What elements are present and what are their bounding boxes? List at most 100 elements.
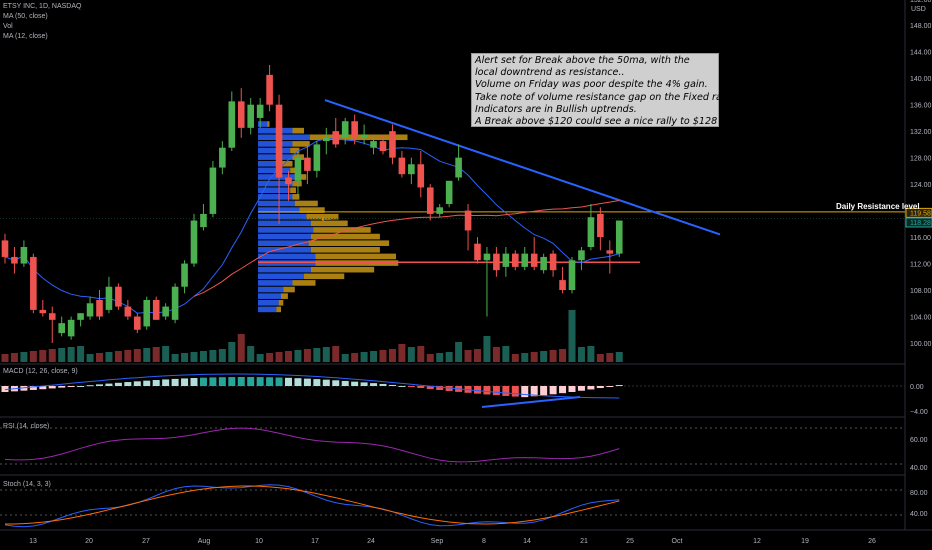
candle-body [48, 313, 56, 320]
macd-histogram-bar [388, 384, 396, 386]
macd-histogram-bar [162, 379, 170, 386]
price-axis: 100.00104.00108.00112.00116.00120.00124.… [905, 0, 932, 518]
volume-bar [388, 349, 396, 362]
macd-histogram-bar [247, 377, 255, 386]
macd-histogram-bar [77, 386, 85, 387]
candle-body [11, 256, 18, 264]
macd-histogram-bar [29, 386, 37, 390]
stoch-d-line [5, 485, 620, 525]
volume-bar [181, 353, 189, 362]
candle-body [256, 104, 264, 118]
vp-sell-bar [310, 233, 380, 240]
time-tick-label: Oct [672, 538, 683, 545]
note-line: Indicators are in Bullish uptrends. [475, 103, 637, 115]
price-tick-label: 136.00 [910, 103, 932, 110]
macd-histogram-bar [426, 386, 434, 389]
price-tick-label: 144.00 [910, 50, 932, 57]
vp-sell-bar [290, 187, 296, 194]
vp-sell-bar [310, 266, 375, 273]
rsi-pane [0, 427, 905, 465]
volume-bar [218, 349, 226, 362]
ma50-legend: MA (50, close) [3, 13, 48, 20]
volume-bar [417, 346, 425, 362]
vp-buy-bar [258, 273, 304, 280]
candle-body [1, 240, 9, 257]
vp-buy-bar [258, 286, 284, 293]
macd-histogram-bar [577, 386, 585, 391]
macd-histogram-bar [86, 385, 94, 387]
volume-bar [247, 346, 255, 362]
vp-buy-bar [258, 240, 309, 246]
macd-histogram-bar [114, 382, 122, 386]
candle-body [323, 137, 330, 142]
vp-sell-bar [308, 240, 390, 246]
macd-histogram-bar [322, 379, 330, 386]
volume-bar [407, 347, 415, 362]
candle-body [398, 157, 406, 175]
candle-body [606, 250, 614, 254]
volume-bar [379, 350, 387, 362]
volume-bar [577, 347, 585, 362]
macd-histogram-bar [521, 386, 529, 398]
volume-bar [228, 342, 236, 362]
candle-body [105, 286, 113, 310]
candle-body [559, 280, 566, 291]
symbol-legend: ETSY INC, 1D, NASDAQ MA (50, close) Vol … [3, 2, 81, 42]
macd-histogram-bar [256, 377, 264, 386]
volume-bar [568, 310, 576, 362]
vp-buy-bar [258, 167, 291, 174]
vp-buy-bar [258, 227, 314, 233]
grid [0, 0, 932, 531]
vp-buy-bar [258, 141, 293, 147]
stoch-pane [0, 484, 905, 528]
macd-histogram-bar [209, 377, 217, 386]
volume-bar [209, 350, 217, 362]
price-tick-label: 148.00 [910, 23, 932, 30]
volume-bar [606, 353, 614, 362]
candle-body [370, 141, 377, 148]
volume-bar [294, 350, 302, 362]
volume-bar [587, 346, 595, 362]
ma12-legend: MA (12, close) [3, 33, 48, 40]
volume-bar [20, 352, 28, 362]
vp-sell-bar [278, 299, 284, 306]
volume-bar [303, 349, 311, 362]
ma50-line [193, 200, 620, 297]
candle-body [493, 253, 500, 271]
candle-body [578, 250, 585, 261]
macd-histogram-bar [615, 385, 623, 387]
macd-pane [0, 373, 905, 408]
macd-histogram-bar [181, 378, 189, 386]
vp-sell-bar [276, 306, 281, 313]
time-tick-label: 8 [482, 538, 486, 545]
macd-histogram-bar [313, 379, 321, 386]
macd-histogram-bar [190, 378, 198, 386]
macd-histogram-bar [360, 382, 368, 386]
vp-sell-bar [292, 127, 304, 134]
symbol-title: ETSY INC, 1D, NASDAQ [3, 3, 82, 10]
candle-body [304, 157, 311, 171]
vp-buy-bar [258, 154, 293, 160]
volume-bar [492, 347, 500, 362]
vp-sell-bar [292, 180, 302, 187]
candle-body [96, 299, 103, 317]
vp-buy-bar [258, 160, 281, 167]
candle-body [171, 286, 179, 320]
time-tick-label: Sep [431, 538, 444, 545]
volume-bar [398, 344, 406, 362]
candle-body [426, 187, 434, 214]
volume-bar [322, 347, 330, 362]
time-axis: 13 20 27 Aug 10 17 24 Sep 8 14 21 25 Oct 12 19 26 [29, 538, 876, 545]
candle-body [124, 306, 132, 317]
vp-sell-bar [313, 227, 371, 233]
vp-buy-bar [258, 187, 291, 194]
candle-body [615, 220, 623, 254]
macd-histogram-bar [559, 386, 567, 394]
macd-tick-label: 0.00 [910, 384, 924, 391]
note-line: Take note of volume resistance gap on th… [475, 91, 743, 103]
macd-histogram-bar [266, 377, 274, 386]
time-tick-label: 26 [868, 538, 876, 545]
candle-body [20, 247, 28, 264]
volume-bar [360, 352, 368, 362]
